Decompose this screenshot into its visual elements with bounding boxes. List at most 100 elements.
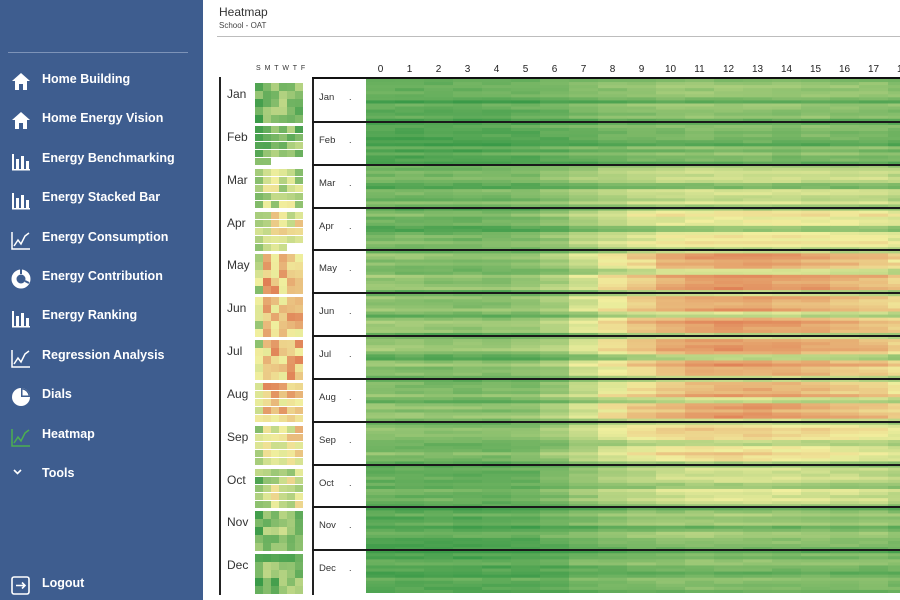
heatmap-cell xyxy=(366,565,396,569)
heatmap-cell xyxy=(627,238,657,242)
calendar-day-cell xyxy=(263,457,271,466)
heatmap-cell xyxy=(743,213,773,218)
heatmap-cell xyxy=(859,244,889,248)
heatmap-cell xyxy=(859,265,889,270)
heatmap-cell xyxy=(656,415,686,420)
heatmap-cell xyxy=(627,149,657,153)
calendar-day-cell xyxy=(279,578,287,586)
sidebar-item-energy-stacked-bar[interactable]: Energy Stacked Bar xyxy=(0,184,203,214)
heatmap-cell xyxy=(366,186,396,190)
heatmap-cell xyxy=(656,305,686,309)
heatmap-cell xyxy=(569,179,599,184)
heatmap-cell xyxy=(424,302,454,306)
heatmap-cell xyxy=(656,540,686,545)
heatmap-cell xyxy=(830,225,860,230)
heatmap-cell xyxy=(772,495,802,499)
heatmap-cell xyxy=(801,320,831,325)
heatmap-cell xyxy=(859,127,889,132)
heatmap-cell xyxy=(888,256,900,260)
heatmap-cell xyxy=(772,427,802,432)
sidebar-item-regression-analysis[interactable]: Regression Analysis xyxy=(0,342,203,372)
heatmap-cell xyxy=(540,372,570,377)
heatmap-cell xyxy=(714,127,744,132)
heatmap-cell xyxy=(598,143,628,147)
sidebar-item-energy-consumption[interactable]: Energy Consumption xyxy=(0,224,203,254)
heatmap-top-rule xyxy=(312,77,900,79)
sidebar-item-home-building[interactable]: Home Building xyxy=(0,66,203,96)
heatmap-cell xyxy=(801,140,831,144)
heatmap-cell xyxy=(395,317,425,322)
heatmap-cell xyxy=(569,329,599,334)
heatmap-cell xyxy=(482,317,512,322)
heatmap-cell xyxy=(598,268,628,273)
heatmap-cell xyxy=(685,189,715,193)
heatmap-cell xyxy=(772,461,802,465)
heatmap-cell xyxy=(424,394,454,398)
heatmap-cell xyxy=(685,357,715,361)
sidebar-item-home-energy-vision[interactable]: Home Energy Vision xyxy=(0,105,203,135)
calendar-day-cell xyxy=(263,527,271,535)
heatmap-cell xyxy=(859,348,889,352)
heatmap-cell xyxy=(627,274,657,279)
heatmap-cell xyxy=(569,103,599,107)
heatmap-cell xyxy=(772,556,802,560)
heatmap-cell xyxy=(540,430,570,435)
calendar-day-cell xyxy=(287,484,295,492)
heatmap-cell xyxy=(830,433,860,438)
calendar-month-label: Aug xyxy=(227,386,249,401)
sidebar-item-energy-benchmarking[interactable]: Energy Benchmarking xyxy=(0,145,203,175)
heatmap-cell xyxy=(511,510,541,514)
calendar-day-cell xyxy=(255,235,263,243)
heatmap-cell xyxy=(598,360,628,364)
heatmap-cell xyxy=(627,577,657,582)
calendar-day-cell xyxy=(287,441,295,450)
sidebar-item-dials[interactable]: Dials xyxy=(0,381,203,411)
heatmap-cell xyxy=(656,336,686,340)
heatmap-cell xyxy=(627,372,657,377)
sidebar-item-heatmap[interactable]: Heatmap xyxy=(0,421,203,451)
heatmap-cell xyxy=(511,384,541,389)
heatmap-cell xyxy=(366,501,396,505)
heatmap-cell xyxy=(511,201,541,205)
heatmap-cell xyxy=(888,244,900,248)
heatmap-cell xyxy=(685,326,715,331)
heatmap-cell xyxy=(366,415,396,420)
heatmap-cell xyxy=(569,244,599,248)
heatmap-cell xyxy=(714,412,744,416)
heatmap-cell xyxy=(714,189,744,193)
calendar-day-cell xyxy=(279,570,287,578)
heatmap-cell xyxy=(685,528,715,533)
sidebar-item-energy-ranking[interactable]: Energy Ranking xyxy=(0,302,203,332)
heatmap-cell xyxy=(453,412,483,416)
heatmap-cell xyxy=(511,235,541,239)
heatmap-cell xyxy=(569,210,599,215)
heatmap-cell xyxy=(772,256,802,260)
logout-button[interactable]: Logout xyxy=(0,570,203,600)
heatmap-cell xyxy=(627,320,657,325)
heatmap-cell xyxy=(453,363,483,367)
calendar-day-cell xyxy=(287,297,295,305)
heatmap-cell xyxy=(569,443,599,447)
sidebar-item-tools[interactable]: Tools xyxy=(0,460,203,490)
heatmap-cell xyxy=(511,464,541,468)
heatmap-cell xyxy=(888,231,900,236)
heatmap-cell xyxy=(395,449,425,453)
heatmap-cell xyxy=(511,253,541,257)
heatmap-cell xyxy=(511,412,541,416)
calendar-day-cell xyxy=(271,313,279,321)
sidebar-item-energy-contribution[interactable]: Energy Contribution xyxy=(0,263,203,293)
heatmap-cell xyxy=(685,473,715,478)
heatmap-cell xyxy=(395,455,425,459)
heatmap-cell xyxy=(859,495,889,499)
heatmap-cell xyxy=(859,455,889,459)
heatmap-cell xyxy=(772,179,802,184)
heatmap-cell xyxy=(569,473,599,478)
heatmap-cell xyxy=(540,186,570,190)
heatmap-cell xyxy=(772,124,802,129)
heatmap-cell xyxy=(888,488,900,493)
heatmap-cell xyxy=(656,192,686,196)
heatmap-cell xyxy=(888,574,900,579)
heatmap-cell xyxy=(685,161,715,166)
heatmap-cell xyxy=(598,525,628,530)
calendar-day-cell xyxy=(271,535,279,543)
